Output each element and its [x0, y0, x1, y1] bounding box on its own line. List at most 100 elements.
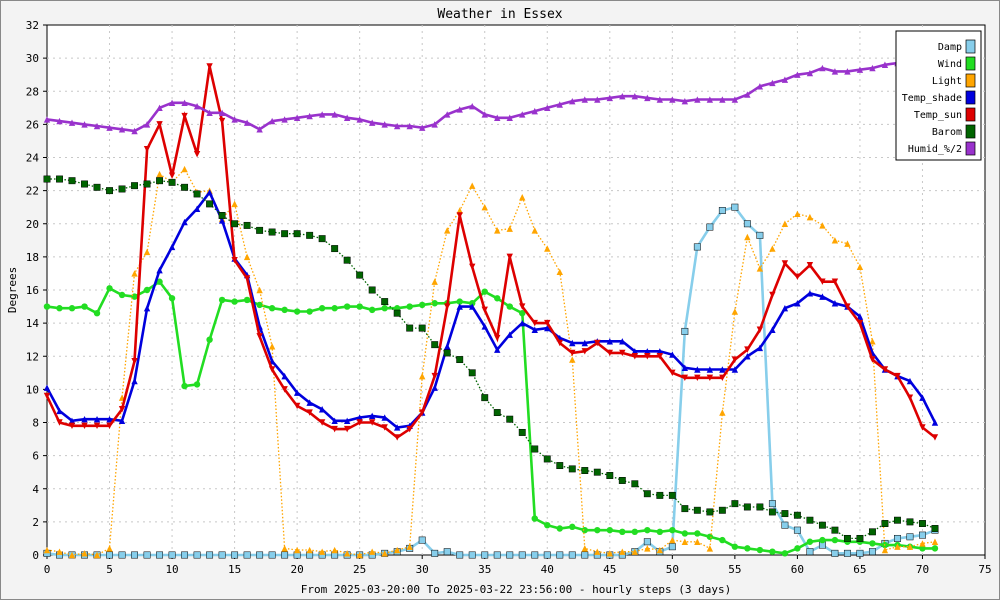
y-tick-label: 2	[32, 516, 39, 529]
data-point-temp-sun	[356, 419, 363, 426]
data-point-damp	[181, 551, 189, 559]
data-point-damp	[443, 548, 451, 556]
chart-title: Weather in Essex	[437, 7, 562, 22]
data-point-humid-2	[43, 116, 51, 123]
data-point-temp-sun	[544, 319, 551, 327]
data-point-barom	[56, 175, 63, 183]
data-point-damp	[206, 551, 214, 559]
data-point-light	[569, 356, 576, 363]
data-point-wind	[356, 303, 363, 310]
y-tick-label: 16	[26, 284, 39, 297]
data-point-barom	[656, 491, 664, 499]
data-point-temp-sun	[331, 425, 338, 433]
data-point-wind	[406, 303, 413, 310]
data-point-temp-shade	[469, 303, 476, 310]
data-point-temp-shade	[506, 331, 513, 338]
data-point-temp-sun	[519, 303, 526, 310]
data-point-temp-shade	[819, 293, 826, 300]
data-point-barom	[118, 185, 126, 193]
y-tick-label: 10	[26, 383, 39, 396]
data-point-humid-2	[444, 111, 451, 118]
data-point-light	[293, 546, 301, 554]
data-point-wind	[81, 303, 88, 310]
data-point-light	[794, 210, 801, 218]
data-point-humid-2	[481, 111, 488, 118]
data-point-humid-2	[769, 79, 776, 87]
data-point-damp	[581, 551, 589, 559]
data-point-temp-sun	[681, 374, 689, 381]
data-point-damp	[743, 220, 751, 228]
data-point-damp	[706, 223, 714, 231]
data-point-temp-sun	[469, 263, 476, 271]
data-point-light	[556, 268, 563, 275]
data-point-barom	[506, 415, 514, 423]
series-humid-2	[43, 54, 939, 135]
data-point-light	[343, 550, 351, 557]
data-point-temp-sun	[368, 419, 376, 426]
data-point-damp	[919, 531, 926, 539]
data-point-humid-2	[456, 106, 463, 113]
data-point-light	[856, 263, 864, 271]
data-point-wind	[368, 306, 376, 314]
data-point-damp	[231, 551, 239, 559]
data-point-humid-2	[594, 96, 601, 103]
data-point-temp-sun	[256, 333, 263, 340]
data-point-light	[368, 548, 376, 555]
y-tick-label: 8	[32, 417, 39, 430]
data-point-wind	[431, 300, 438, 307]
data-point-temp-sun	[931, 434, 939, 441]
data-point-temp-sun	[744, 346, 751, 353]
data-point-barom	[894, 516, 901, 524]
data-point-wind	[156, 278, 163, 285]
data-point-humid-2	[318, 111, 326, 118]
data-point-wind	[806, 538, 814, 545]
series-damp	[43, 203, 939, 559]
data-point-temp-shade	[631, 348, 639, 355]
data-point-damp	[693, 243, 701, 251]
legend-label-temp-sun: Temp_sun	[914, 110, 962, 121]
legend-swatch-light	[965, 73, 976, 88]
data-point-humid-2	[118, 126, 126, 133]
data-point-barom	[181, 183, 189, 191]
data-point-barom	[331, 245, 339, 253]
data-point-humid-2	[756, 83, 764, 90]
data-point-damp	[118, 551, 126, 559]
data-point-barom	[406, 324, 414, 332]
data-point-wind	[419, 301, 426, 309]
data-point-wind	[769, 548, 776, 555]
data-point-humid-2	[869, 64, 876, 72]
data-point-light	[831, 237, 839, 244]
data-point-wind	[494, 295, 501, 302]
data-point-temp-shade	[456, 303, 463, 310]
data-point-wind	[318, 305, 326, 312]
data-point-wind	[456, 298, 463, 305]
data-point-damp	[281, 551, 289, 559]
data-point-temp-sun	[81, 422, 88, 430]
x-tick-label: 35	[478, 563, 491, 576]
data-point-wind	[506, 303, 513, 310]
data-point-barom	[868, 528, 876, 536]
data-point-wind	[831, 536, 839, 544]
data-point-humid-2	[181, 99, 188, 107]
data-point-damp	[468, 551, 476, 559]
data-point-damp	[518, 551, 526, 559]
data-point-temp-shade	[56, 407, 63, 415]
data-point-humid-2	[93, 122, 101, 130]
data-point-temp-shade	[343, 417, 351, 425]
data-point-damp	[218, 551, 226, 559]
data-point-light	[56, 548, 63, 555]
data-point-temp-sun	[156, 121, 163, 128]
data-point-humid-2	[193, 102, 201, 110]
data-point-damp	[506, 551, 514, 559]
y-tick-label: 0	[32, 549, 39, 562]
data-point-light	[781, 220, 789, 227]
data-point-wind	[919, 545, 926, 552]
data-point-humid-2	[569, 97, 576, 105]
data-point-light	[819, 222, 826, 229]
data-point-temp-shade	[181, 218, 188, 226]
data-point-temp-sun	[844, 303, 851, 310]
x-tick-label: 25	[353, 563, 366, 576]
data-point-wind	[644, 526, 651, 534]
data-point-light	[931, 538, 939, 545]
